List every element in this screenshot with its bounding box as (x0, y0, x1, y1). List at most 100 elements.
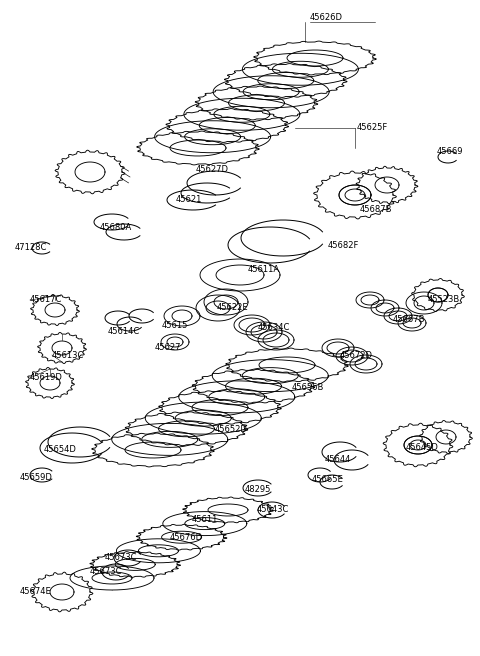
Polygon shape (242, 367, 298, 384)
Polygon shape (185, 129, 240, 145)
Polygon shape (327, 342, 349, 354)
Polygon shape (258, 330, 294, 350)
Polygon shape (52, 341, 72, 355)
Polygon shape (37, 333, 86, 363)
Polygon shape (246, 322, 282, 342)
Polygon shape (414, 296, 434, 310)
Text: 45667B: 45667B (393, 316, 425, 325)
Polygon shape (75, 162, 105, 182)
Text: 45676D: 45676D (170, 533, 203, 541)
Polygon shape (226, 348, 348, 382)
Polygon shape (389, 311, 407, 321)
Polygon shape (199, 117, 255, 134)
Text: 45673C: 45673C (105, 552, 137, 562)
Text: 45627D: 45627D (196, 165, 229, 174)
Polygon shape (243, 84, 299, 100)
Polygon shape (184, 98, 300, 131)
Polygon shape (213, 75, 329, 108)
Polygon shape (25, 367, 74, 399)
Text: 45672D: 45672D (340, 350, 373, 359)
Text: 45619D: 45619D (30, 373, 63, 382)
Text: 47128C: 47128C (15, 243, 48, 253)
Polygon shape (192, 400, 248, 415)
Polygon shape (254, 41, 376, 75)
Text: 45680A: 45680A (100, 224, 132, 232)
Polygon shape (137, 131, 259, 165)
Text: 45652D: 45652D (215, 426, 248, 434)
Polygon shape (55, 150, 125, 194)
Polygon shape (40, 376, 60, 390)
Polygon shape (214, 295, 238, 309)
Text: 45687B: 45687B (360, 205, 393, 215)
Polygon shape (339, 185, 371, 205)
Polygon shape (251, 325, 277, 339)
Text: 45615: 45615 (162, 321, 188, 331)
Polygon shape (70, 566, 154, 590)
Polygon shape (92, 433, 214, 467)
Polygon shape (355, 358, 377, 370)
Text: 45643C: 45643C (257, 506, 289, 514)
Polygon shape (403, 318, 421, 328)
Polygon shape (336, 347, 368, 365)
Polygon shape (195, 86, 318, 120)
Polygon shape (287, 50, 343, 66)
Polygon shape (50, 584, 74, 600)
Polygon shape (161, 334, 189, 350)
Text: 45665E: 45665E (312, 476, 344, 485)
Polygon shape (361, 295, 379, 305)
Polygon shape (45, 303, 65, 317)
Polygon shape (200, 259, 280, 291)
Polygon shape (164, 306, 200, 326)
Text: 45614C: 45614C (108, 327, 140, 337)
Polygon shape (212, 359, 328, 392)
Text: 45625F: 45625F (357, 123, 388, 133)
Polygon shape (263, 333, 289, 347)
Polygon shape (398, 315, 426, 331)
Text: 45654D: 45654D (44, 445, 77, 455)
Polygon shape (410, 440, 426, 450)
Text: 45611: 45611 (192, 516, 218, 525)
Polygon shape (436, 430, 456, 444)
Polygon shape (234, 315, 270, 335)
Polygon shape (142, 432, 198, 447)
Polygon shape (404, 436, 432, 454)
Polygon shape (376, 303, 394, 313)
Text: 45644: 45644 (325, 455, 351, 464)
Polygon shape (404, 436, 432, 454)
Polygon shape (175, 410, 231, 426)
Text: 45621: 45621 (176, 195, 203, 205)
Polygon shape (214, 106, 270, 122)
Polygon shape (313, 171, 396, 219)
Polygon shape (145, 402, 261, 434)
Polygon shape (225, 64, 347, 97)
Polygon shape (158, 420, 215, 437)
Polygon shape (428, 288, 448, 302)
Text: 45645D: 45645D (406, 443, 439, 453)
Polygon shape (138, 544, 179, 557)
Polygon shape (208, 504, 248, 516)
Polygon shape (412, 279, 464, 312)
Polygon shape (162, 531, 202, 543)
Polygon shape (155, 121, 271, 153)
Polygon shape (179, 381, 295, 413)
Text: 45622E: 45622E (217, 304, 249, 312)
Polygon shape (322, 339, 354, 357)
Polygon shape (350, 355, 382, 373)
Polygon shape (170, 140, 226, 156)
Polygon shape (172, 310, 192, 322)
Polygon shape (196, 295, 240, 321)
Text: 45617C: 45617C (30, 295, 62, 304)
Text: 48295: 48295 (245, 485, 271, 495)
Text: 45669: 45669 (437, 148, 464, 157)
Polygon shape (204, 289, 248, 315)
Text: 45634C: 45634C (258, 323, 290, 333)
Text: 45656B: 45656B (292, 384, 324, 392)
Polygon shape (166, 109, 288, 142)
Polygon shape (206, 301, 230, 315)
Polygon shape (90, 552, 180, 577)
Polygon shape (341, 350, 363, 362)
Polygon shape (420, 420, 472, 453)
Text: 45674E: 45674E (20, 588, 52, 596)
Polygon shape (167, 337, 183, 347)
Polygon shape (115, 558, 155, 571)
